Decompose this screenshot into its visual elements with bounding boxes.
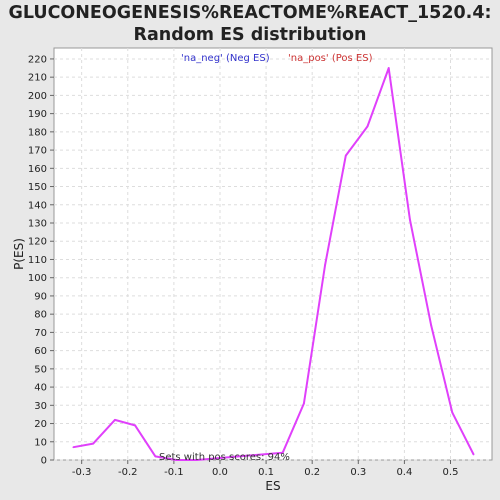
data-point: [134, 424, 137, 427]
x-tick-label: 0.1: [258, 467, 274, 478]
y-tick-label: 140: [28, 200, 47, 211]
y-tick-label: 130: [28, 219, 47, 230]
y-tick-label: 120: [28, 237, 47, 248]
data-point: [92, 442, 95, 445]
x-tick-label: -0.1: [164, 467, 184, 478]
x-tick-label: 0.4: [396, 467, 412, 478]
y-tick-label: 60: [34, 346, 47, 357]
x-tick-label: -0.2: [118, 467, 138, 478]
x-tick-label: 0.3: [350, 467, 366, 478]
data-point: [324, 264, 326, 266]
chart-title-line2: Random ES distribution: [133, 25, 367, 45]
y-tick-label: 150: [28, 182, 47, 193]
y-tick-label: 80: [34, 310, 47, 321]
data-point: [302, 402, 305, 405]
data-point: [387, 67, 390, 69]
data-point: [154, 455, 157, 458]
x-tick-label: -0.3: [72, 467, 92, 478]
grid: [54, 48, 492, 461]
data-point: [430, 324, 433, 326]
series-layer: [72, 67, 475, 461]
legend-entry-neg: 'na_neg' (Neg ES): [181, 53, 270, 64]
data-point: [472, 453, 475, 456]
x-axis-label: ES: [265, 479, 280, 493]
x-tick-label: 0.5: [443, 467, 459, 478]
y-tick-label: 180: [28, 127, 47, 138]
data-point: [409, 218, 411, 221]
y-tick-label: 10: [34, 437, 47, 448]
y-tick-label: 20: [34, 419, 47, 430]
y-axis-label: P(ES): [12, 238, 26, 270]
y-tick-label: 170: [28, 146, 47, 157]
y-tick-label: 70: [34, 328, 47, 339]
annotation-pos-scores: Sets with pos scores: 94%: [159, 452, 290, 463]
axes: 0 10 20 30 40 50 60 70 80 90 100 110 120 130 140 150 160…: [28, 54, 459, 478]
y-tick-label: 30: [34, 401, 47, 412]
data-point: [344, 154, 347, 157]
data-point: [366, 125, 369, 128]
data-point: [196, 459, 198, 461]
legend-entry-pos: 'na_pos' (Pos ES): [288, 53, 373, 64]
y-tick-label: 110: [28, 255, 47, 266]
data-point: [113, 418, 116, 421]
chart-title-line1: GLUCONEOGENESIS%REACTOME%REACT_1520.4:: [8, 3, 492, 23]
y-tick-label: 50: [34, 364, 47, 375]
y-tick-label: 100: [28, 273, 47, 284]
y-tick-label: 160: [28, 164, 47, 175]
x-tick-label: 0.2: [304, 467, 320, 478]
y-tick-label: 90: [34, 291, 47, 302]
y-tick-label: 0: [41, 456, 47, 467]
y-tick-label: 210: [28, 73, 47, 84]
data-point: [72, 446, 75, 449]
y-tick-label: 220: [28, 54, 47, 65]
y-tick-label: 190: [28, 109, 47, 120]
data-point: [281, 451, 284, 454]
data-point: [175, 459, 178, 461]
y-tick-label: 40: [34, 383, 47, 394]
y-tick-label: 200: [28, 91, 47, 102]
plot-area: [53, 47, 493, 461]
x-tick-label: 0.0: [212, 467, 228, 478]
chart-title: GLUCONEOGENESIS%REACTOME%REACT_1520.4: R…: [0, 2, 500, 46]
data-point: [451, 411, 454, 414]
